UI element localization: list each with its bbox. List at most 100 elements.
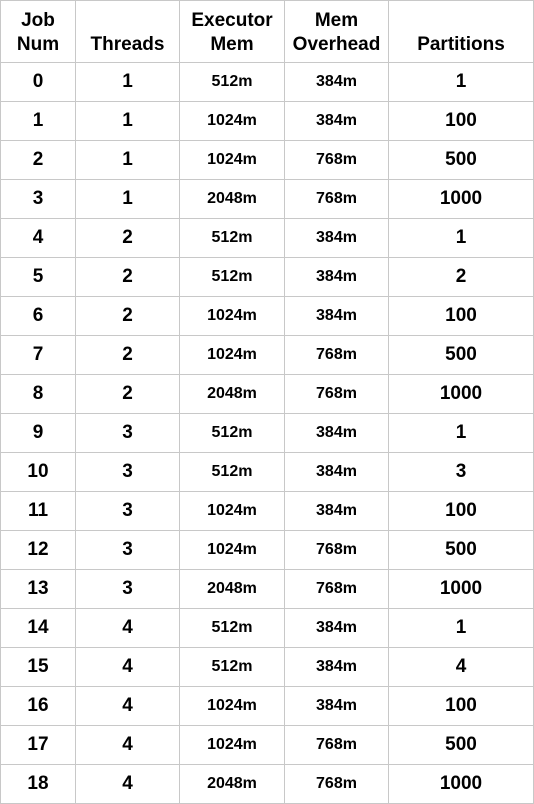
mem-overhead-cell: 384m: [284, 296, 389, 336]
threads-cell: 4: [75, 725, 180, 765]
threads-cell: 4: [75, 647, 180, 687]
job-num-cell: 13: [0, 569, 76, 609]
table-row: 12 3 1024m 768m 500: [0, 530, 534, 570]
executor-mem-cell: 1024m: [179, 335, 285, 375]
executor-mem-cell: 2048m: [179, 569, 285, 609]
header-job-num-line2: Num: [16, 34, 60, 55]
header-partitions: Partitions: [388, 0, 534, 63]
header-executor-mem: Executor Mem: [179, 0, 285, 63]
mem-overhead-cell: 768m: [284, 335, 389, 375]
job-num-cell: 11: [0, 491, 76, 531]
partitions-cell: 1: [388, 62, 534, 102]
threads-cell: 3: [75, 569, 180, 609]
header-mem-overhead-line2: Overhead: [292, 34, 381, 55]
threads-cell: 2: [75, 218, 180, 258]
table-row: 1 1 1024m 384m 100: [0, 101, 534, 141]
executor-mem-cell: 1024m: [179, 101, 285, 141]
mem-overhead-cell: 384m: [284, 101, 389, 141]
partitions-cell: 100: [388, 296, 534, 336]
mem-overhead-cell: 768m: [284, 725, 389, 765]
threads-cell: 3: [75, 413, 180, 453]
executor-mem-cell: 512m: [179, 647, 285, 687]
job-num-cell: 2: [0, 140, 76, 180]
header-threads-line2: Threads: [90, 34, 165, 55]
job-num-cell: 14: [0, 608, 76, 648]
mem-overhead-cell: 384m: [284, 608, 389, 648]
partitions-cell: 1000: [388, 764, 534, 804]
partitions-cell: 100: [388, 101, 534, 141]
executor-mem-cell: 512m: [179, 62, 285, 102]
partitions-cell: 500: [388, 530, 534, 570]
threads-cell: 4: [75, 686, 180, 726]
partitions-cell: 1000: [388, 569, 534, 609]
job-num-cell: 0: [0, 62, 76, 102]
job-num-cell: 6: [0, 296, 76, 336]
table-row: 15 4 512m 384m 4: [0, 647, 534, 687]
table-row: 18 4 2048m 768m 1000: [0, 764, 534, 804]
mem-overhead-cell: 384m: [284, 452, 389, 492]
header-job-num-line1: Job: [21, 10, 55, 31]
partitions-cell: 500: [388, 725, 534, 765]
executor-mem-cell: 1024m: [179, 491, 285, 531]
header-mem-overhead: Mem Overhead: [284, 0, 389, 63]
table-row: 2 1 1024m 768m 500: [0, 140, 534, 180]
threads-cell: 2: [75, 296, 180, 336]
threads-cell: 4: [75, 608, 180, 648]
table-row: 9 3 512m 384m 1: [0, 413, 534, 453]
executor-mem-cell: 2048m: [179, 179, 285, 219]
executor-mem-cell: 512m: [179, 257, 285, 297]
threads-cell: 3: [75, 452, 180, 492]
table-row: 0 1 512m 384m 1: [0, 62, 534, 102]
job-num-cell: 18: [0, 764, 76, 804]
job-num-cell: 15: [0, 647, 76, 687]
executor-mem-cell: 2048m: [179, 764, 285, 804]
table-row: 17 4 1024m 768m 500: [0, 725, 534, 765]
table-row: 14 4 512m 384m 1: [0, 608, 534, 648]
mem-overhead-cell: 384m: [284, 218, 389, 258]
job-num-cell: 17: [0, 725, 76, 765]
job-num-cell: 10: [0, 452, 76, 492]
partitions-cell: 500: [388, 335, 534, 375]
table-row: 4 2 512m 384m 1: [0, 218, 534, 258]
executor-mem-cell: 512m: [179, 452, 285, 492]
threads-cell: 1: [75, 140, 180, 180]
table-row: 7 2 1024m 768m 500: [0, 335, 534, 375]
job-num-cell: 1: [0, 101, 76, 141]
mem-overhead-cell: 384m: [284, 62, 389, 102]
executor-mem-cell: 2048m: [179, 374, 285, 414]
partitions-cell: 500: [388, 140, 534, 180]
partitions-cell: 2: [388, 257, 534, 297]
header-mem-overhead-line1: Mem: [314, 10, 359, 31]
mem-overhead-cell: 768m: [284, 140, 389, 180]
table-row: 3 1 2048m 768m 1000: [0, 179, 534, 219]
job-num-cell: 4: [0, 218, 76, 258]
partitions-cell: 1000: [388, 374, 534, 414]
threads-cell: 1: [75, 62, 180, 102]
mem-overhead-cell: 384m: [284, 413, 389, 453]
table-row: 5 2 512m 384m 2: [0, 257, 534, 297]
header-executor-mem-line2: Mem: [210, 34, 254, 55]
mem-overhead-cell: 384m: [284, 647, 389, 687]
job-num-cell: 9: [0, 413, 76, 453]
partitions-cell: 3: [388, 452, 534, 492]
mem-overhead-cell: 768m: [284, 530, 389, 570]
threads-cell: 2: [75, 257, 180, 297]
job-num-cell: 3: [0, 179, 76, 219]
partitions-cell: 100: [388, 686, 534, 726]
threads-cell: 2: [75, 374, 180, 414]
mem-overhead-cell: 768m: [284, 374, 389, 414]
table-body: 0 1 512m 384m 1 1 1 1024m 384m 100 2 1 1024m 768m 500 3…: [0, 62, 534, 804]
table-row: 16 4 1024m 384m 100: [0, 686, 534, 726]
header-threads: Threads: [75, 0, 180, 63]
mem-overhead-cell: 384m: [284, 686, 389, 726]
table-row: 11 3 1024m 384m 100: [0, 491, 534, 531]
table-row: 13 3 2048m 768m 1000: [0, 569, 534, 609]
executor-mem-cell: 512m: [179, 608, 285, 648]
mem-overhead-cell: 768m: [284, 179, 389, 219]
partitions-cell: 4: [388, 647, 534, 687]
job-num-cell: 16: [0, 686, 76, 726]
partitions-cell: 1: [388, 413, 534, 453]
executor-mem-cell: 1024m: [179, 530, 285, 570]
executor-mem-cell: 1024m: [179, 686, 285, 726]
